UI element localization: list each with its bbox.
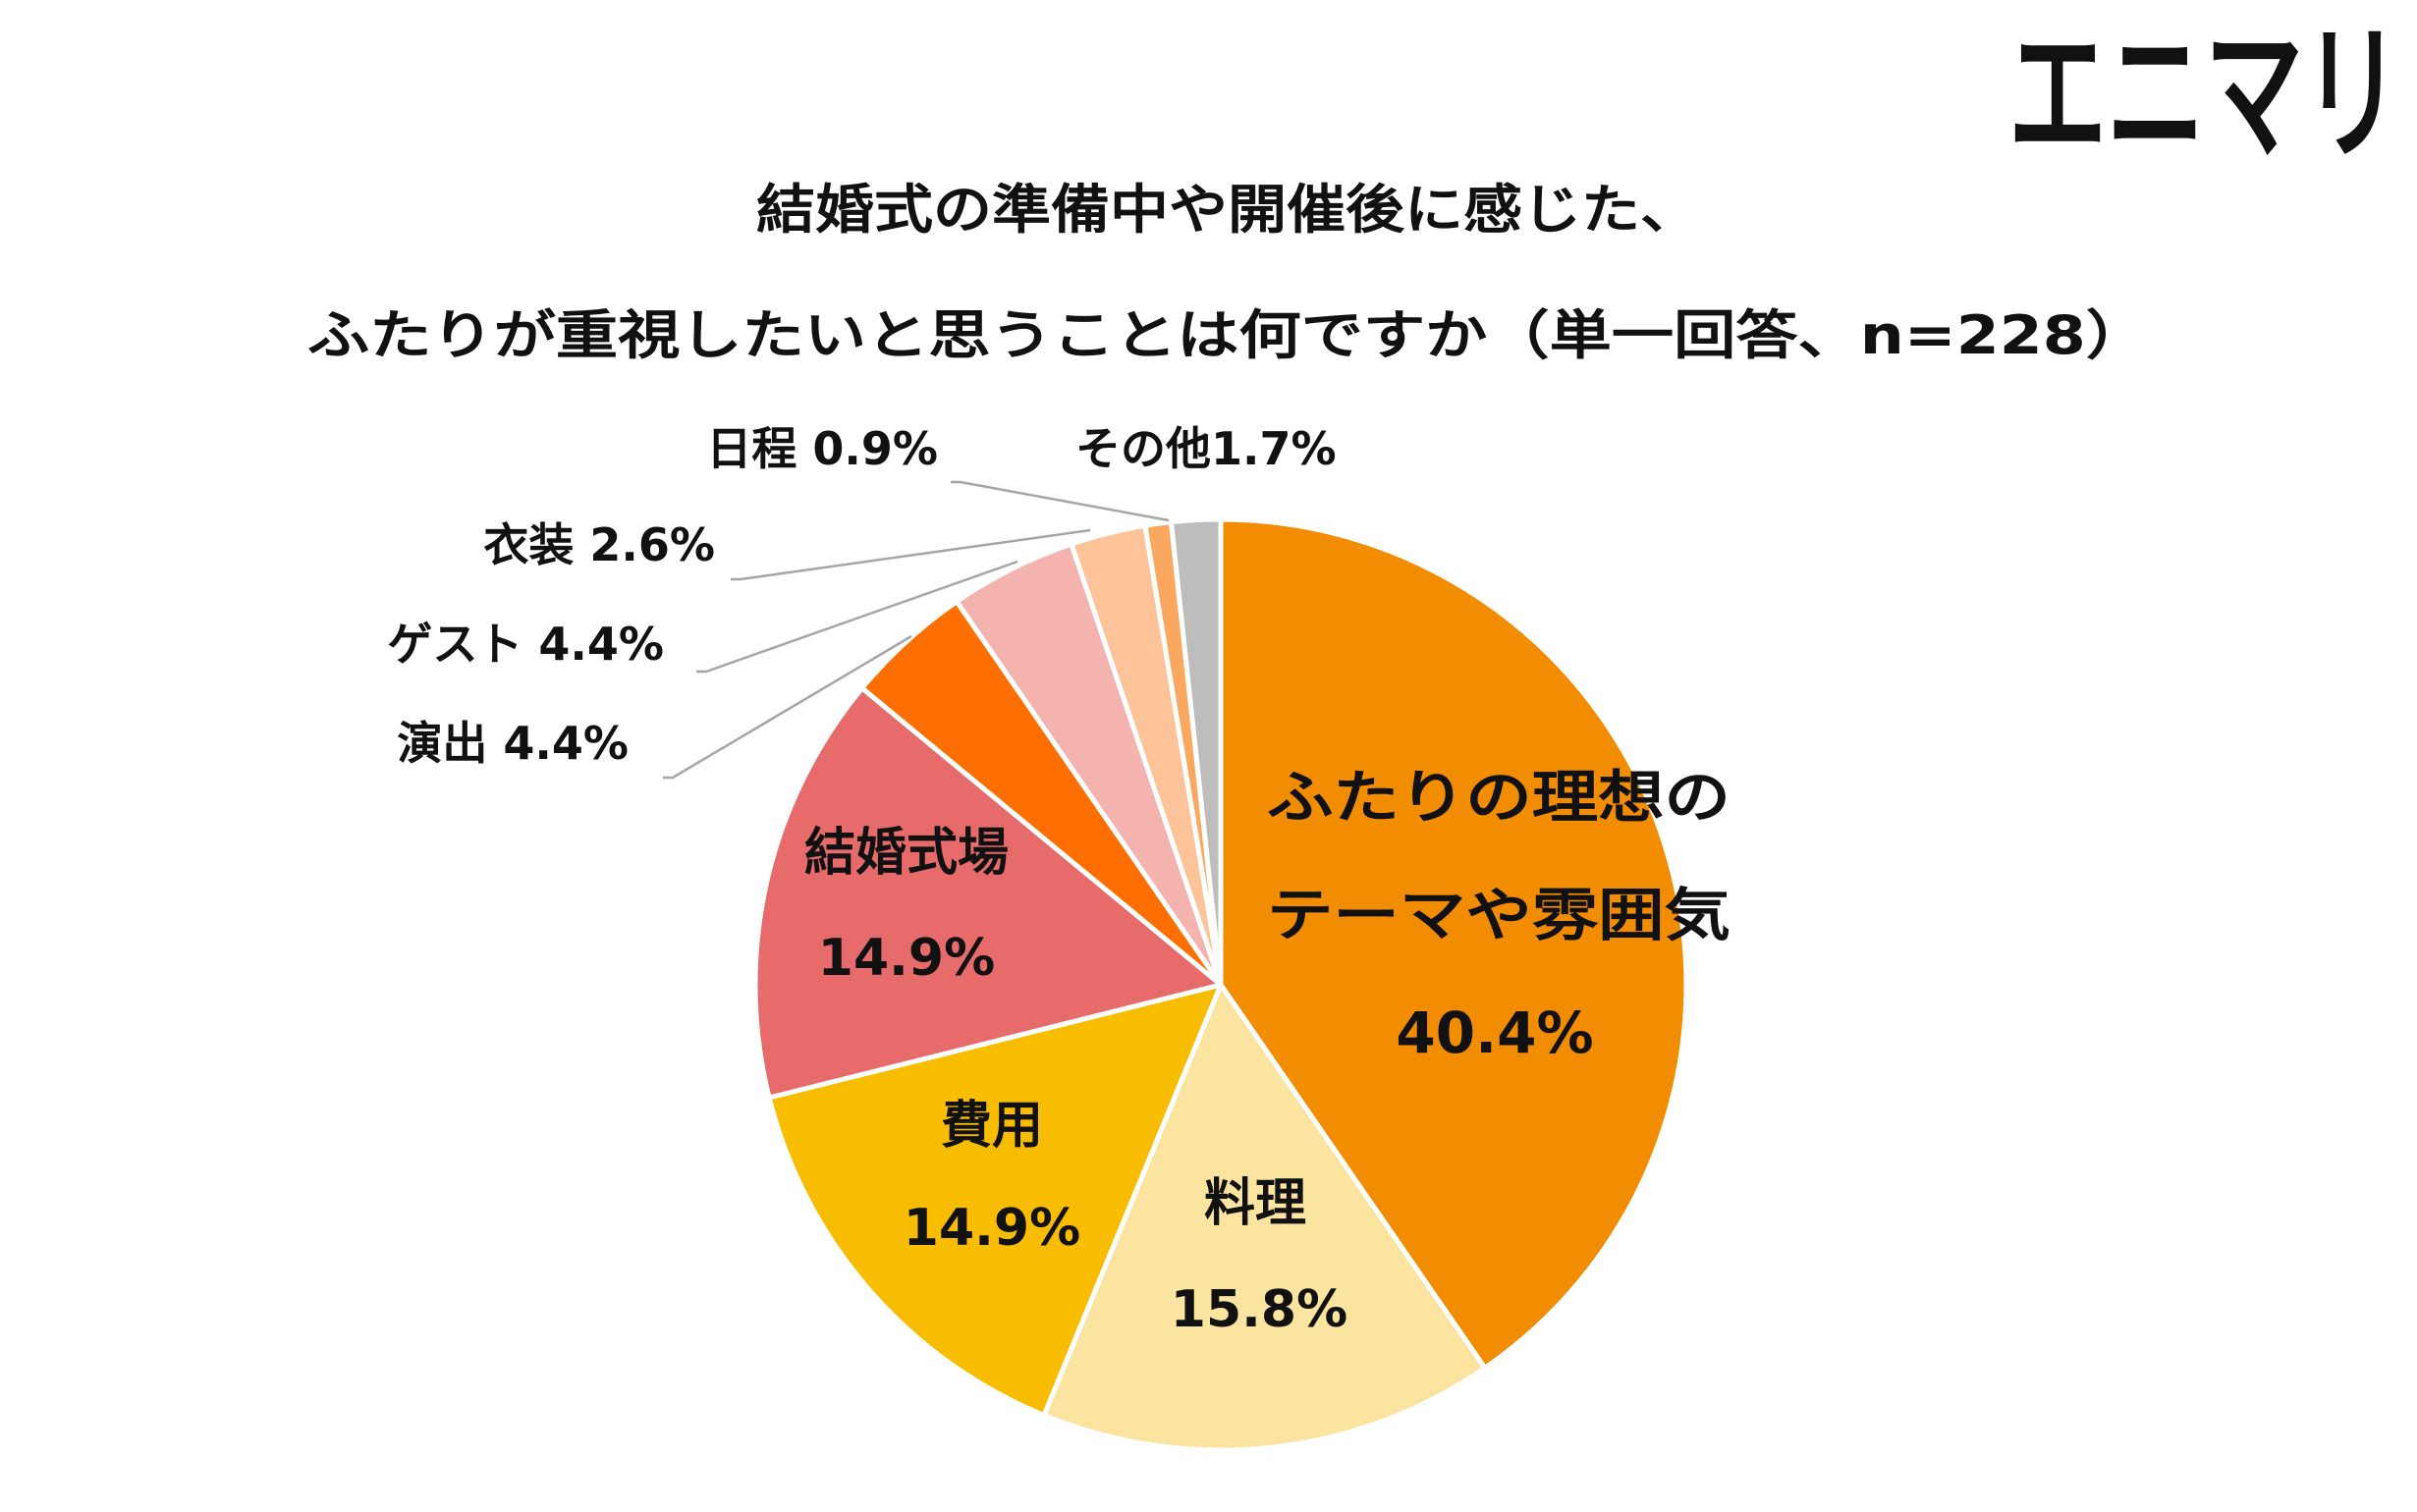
slice-value-label: 14.9% — [904, 1199, 1080, 1258]
slice-label: 演出 4.4% — [397, 717, 629, 770]
slice-label: 衣装 2.6% — [483, 518, 715, 571]
pie-slices — [752, 516, 1689, 1453]
leader-lines — [663, 480, 1170, 780]
leader-line — [731, 528, 1091, 581]
slice-label: テーマや雰囲気 — [1267, 882, 1730, 948]
pie-slice — [752, 685, 1224, 1101]
slice-label: ふたりの理想の — [1267, 764, 1730, 831]
slice-label: その他1.7% — [1075, 422, 1337, 475]
slice-label: 日程 0.9% — [706, 422, 938, 475]
leader-line — [696, 560, 1018, 674]
pie-slice — [1041, 982, 1488, 1453]
pie-slice — [766, 982, 1224, 1418]
pie-slice — [1218, 516, 1689, 1371]
slice-value-label: 14.9% — [818, 929, 995, 988]
leader-line — [951, 480, 1170, 522]
leader-line — [663, 634, 912, 780]
chart-title-line-2: ふたりが重視したいと思うことは何ですか（単一回答、n=228） — [307, 304, 2148, 366]
slice-label: ゲスト 4.4% — [387, 618, 664, 671]
brand-logo: エニマリ — [2008, 10, 2401, 181]
slice-label: 費用 — [941, 1097, 1043, 1156]
chart-title-line-1: 結婚式の準備中や開催後に感じた、 — [756, 179, 1699, 241]
slice-label: 結婚式場 — [804, 824, 1009, 883]
pie-slice — [1168, 516, 1224, 988]
slice-label: 料理 — [1204, 1174, 1306, 1233]
slice-value-label: 40.4% — [1396, 999, 1593, 1066]
slice-value-label: 15.8% — [1171, 1280, 1347, 1339]
